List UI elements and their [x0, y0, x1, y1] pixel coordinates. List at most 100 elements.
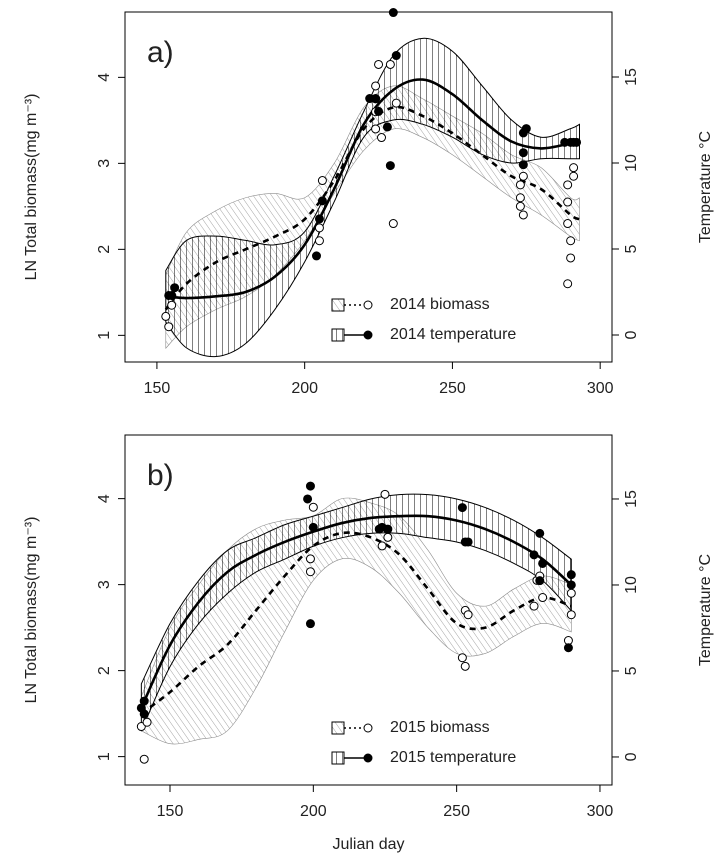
y-tick-label: 3 — [96, 159, 113, 168]
legend-swatch — [331, 751, 345, 765]
data-point — [457, 653, 467, 663]
data-point — [305, 554, 315, 564]
data-point — [371, 81, 381, 91]
data-point — [317, 196, 327, 206]
data-point — [371, 94, 381, 104]
data-point — [518, 148, 528, 158]
data-point — [385, 59, 395, 69]
legend-label: 2014 biomass — [390, 296, 490, 313]
legend-marker — [363, 330, 373, 340]
data-point — [139, 696, 149, 706]
data-point — [308, 502, 318, 512]
data-point — [515, 193, 525, 203]
data-point — [377, 541, 387, 551]
data-point — [305, 619, 315, 629]
data-point — [139, 709, 149, 719]
data-point — [566, 588, 576, 598]
data-point — [314, 236, 324, 246]
data-point — [538, 558, 548, 568]
x-tick-label: 150 — [144, 380, 171, 397]
legend-marker — [363, 753, 373, 763]
data-point — [529, 550, 539, 560]
data-point — [311, 251, 321, 261]
legend-swatch — [331, 721, 345, 735]
fit-line — [165, 78, 580, 300]
data-point — [374, 59, 384, 69]
y2-tick-label: 5 — [623, 244, 640, 253]
data-point — [566, 610, 576, 620]
x-axis-label: Julian day — [332, 836, 404, 853]
data-point — [569, 163, 579, 173]
panel-label: a) — [147, 36, 174, 69]
data-point — [518, 210, 528, 220]
y-tick-label: 4 — [96, 494, 113, 503]
plot-frame — [124, 434, 613, 786]
data-point — [563, 219, 573, 229]
data-point — [563, 643, 573, 653]
legend-label: 2015 biomass — [390, 719, 490, 736]
y-tick-label: 4 — [96, 73, 113, 82]
data-point — [161, 311, 171, 321]
data-point — [139, 754, 149, 764]
data-point — [385, 161, 395, 171]
legend-label: 2015 temperature — [390, 749, 516, 766]
fit-line — [140, 514, 573, 709]
x-tick-label: 300 — [587, 380, 614, 397]
y2-axis-label: Temperature °C — [697, 131, 714, 243]
legend-swatch — [331, 328, 345, 342]
y2-tick-label: 10 — [623, 576, 640, 594]
x-tick-label: 150 — [157, 803, 184, 820]
y2-tick-label: 15 — [623, 490, 640, 508]
data-point — [566, 580, 576, 590]
data-point — [142, 717, 152, 727]
fit-line — [140, 531, 572, 715]
y2-tick-label: 10 — [623, 154, 640, 172]
plot-frame — [124, 11, 613, 363]
data-point — [535, 576, 545, 586]
x-tick-label: 250 — [443, 803, 470, 820]
data-point — [305, 481, 315, 491]
data-point — [305, 567, 315, 577]
legend-swatch — [331, 298, 345, 312]
data-point — [391, 51, 401, 61]
data-point — [303, 494, 313, 504]
data-point — [538, 593, 548, 603]
data-point — [382, 122, 392, 132]
data-point — [380, 489, 390, 499]
y-tick-label: 1 — [96, 331, 113, 340]
data-point — [566, 236, 576, 246]
data-point — [563, 279, 573, 289]
data-point — [566, 570, 576, 580]
y-tick-label: 2 — [96, 666, 113, 675]
y2-tick-label: 0 — [623, 330, 640, 339]
data-point — [566, 253, 576, 263]
data-point — [371, 124, 381, 134]
legend-marker — [363, 300, 373, 310]
data-point — [518, 171, 528, 181]
data-point — [317, 176, 327, 186]
plot-area — [140, 493, 573, 745]
data-point — [314, 214, 324, 224]
data-point — [518, 160, 528, 170]
data-point — [569, 171, 579, 181]
data-point — [374, 106, 384, 116]
legend-marker — [363, 723, 373, 733]
data-point — [515, 201, 525, 211]
data-point — [308, 522, 318, 532]
y-axis-label: LN Total biomass(mg m⁻³) — [23, 517, 40, 704]
data-point — [314, 223, 324, 233]
panel-label: b) — [147, 459, 174, 492]
x-tick-label: 250 — [439, 380, 466, 397]
data-point — [463, 610, 473, 620]
data-point — [388, 8, 398, 18]
y-tick-label: 3 — [96, 580, 113, 589]
data-point — [167, 300, 177, 310]
data-point — [164, 322, 174, 332]
data-point — [170, 283, 180, 293]
y2-axis-label: Temperature °C — [697, 554, 714, 666]
data-point — [572, 137, 582, 147]
confidence-band — [165, 37, 580, 358]
data-point — [391, 98, 401, 108]
y-tick-label: 2 — [96, 245, 113, 254]
data-point — [463, 537, 473, 547]
